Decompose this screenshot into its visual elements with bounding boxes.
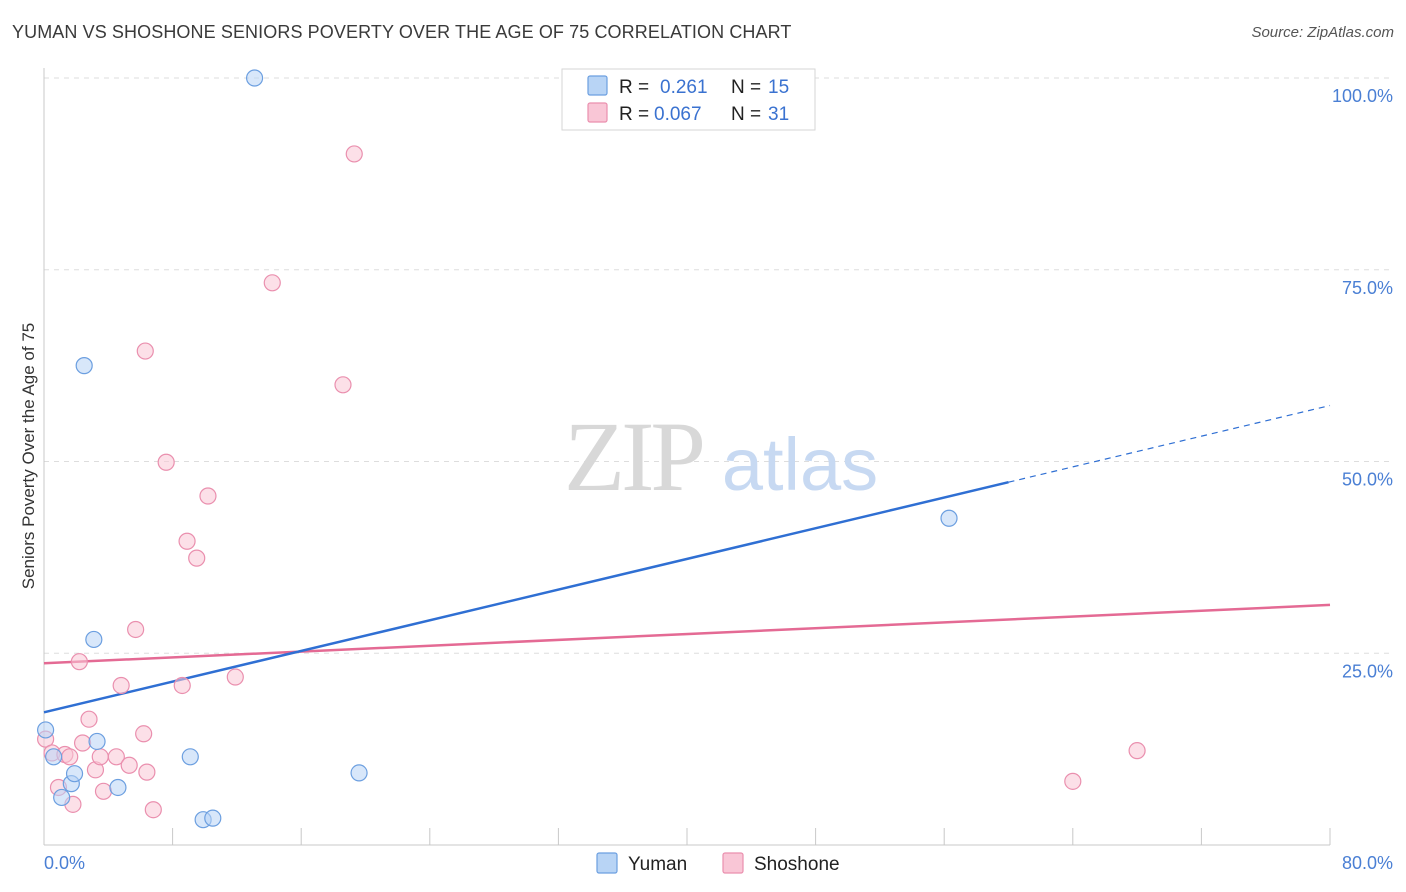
- shoshone-point: [1064, 772, 1082, 790]
- source-credit: Source: ZipAtlas.com: [1251, 24, 1394, 41]
- bottom-legend-label-shoshone: Shoshone: [754, 854, 840, 875]
- grid-lines: [44, 77, 1393, 654]
- shoshone-point: [144, 801, 162, 819]
- yuman-trendline-extension: [1008, 404, 1331, 483]
- yuman-point: [245, 69, 264, 87]
- shoshone-point: [334, 376, 352, 394]
- yuman-point: [53, 788, 71, 807]
- y-tick-label-25: 25.0%: [1342, 661, 1393, 681]
- yuman-trendline: [43, 480, 1009, 714]
- shoshone-point: [135, 725, 153, 743]
- shoshone-point: [70, 653, 88, 671]
- yuman-points: [37, 69, 958, 829]
- shoshone-point: [112, 676, 130, 695]
- bottom-legend: Yuman Shoshone: [596, 852, 840, 875]
- bottom-legend-label-yuman: Yuman: [628, 854, 687, 875]
- watermark-atlas: atlas: [722, 423, 878, 506]
- yuman-point: [65, 765, 84, 783]
- yuman-point: [181, 748, 199, 766]
- shoshone-point: [226, 668, 244, 686]
- yuman-point: [940, 509, 958, 527]
- y-tick-labels: 25.0% 50.0% 75.0% 100.0%: [1332, 86, 1393, 681]
- y-tick-label-75: 75.0%: [1342, 278, 1393, 298]
- y-axis-label: Seniors Poverty Over the Age of 75: [19, 323, 38, 589]
- yuman-point: [75, 357, 93, 375]
- legend-swatch-shoshone: [587, 102, 608, 123]
- shoshone-point: [94, 782, 113, 800]
- trendlines: [43, 404, 1331, 714]
- legend-n-label-shoshone: N =: [731, 104, 761, 125]
- shoshone-point: [138, 763, 156, 781]
- yuman-point: [88, 732, 106, 751]
- shoshone-point: [61, 748, 79, 766]
- chart-title: YUMAN VS SHOSHONE SENIORS POVERTY OVER T…: [12, 22, 792, 42]
- yuman-point: [45, 748, 63, 766]
- watermark: ZIP atlas: [564, 401, 878, 512]
- y-tick-label-50: 50.0%: [1342, 470, 1393, 490]
- yuman-point: [37, 721, 55, 739]
- legend-n-value-shoshone: 31: [768, 104, 789, 125]
- shoshone-trendline: [43, 603, 1331, 665]
- bottom-legend-swatch-yuman: [596, 852, 618, 874]
- watermark-zip: ZIP: [564, 401, 702, 512]
- shoshone-point: [73, 734, 92, 752]
- yuman-point: [350, 764, 368, 782]
- legend-r-label-yuman: R =: [619, 77, 649, 98]
- shoshone-point: [263, 274, 281, 292]
- legend-swatch-yuman: [587, 75, 608, 96]
- legend-n-value-yuman: 15: [768, 77, 789, 98]
- shoshone-point: [345, 145, 363, 163]
- yuman-point: [109, 778, 127, 797]
- legend-r-label-shoshone: R =: [619, 104, 649, 125]
- shoshone-point: [199, 487, 217, 505]
- shoshone-point: [136, 342, 154, 360]
- yuman-point: [85, 630, 103, 649]
- shoshone-point: [178, 532, 196, 550]
- legend-r-value-yuman: 0.261: [660, 77, 708, 98]
- shoshone-point: [80, 710, 98, 728]
- x-tick-label-max: 80.0%: [1342, 853, 1393, 873]
- shoshone-point: [173, 676, 191, 695]
- shoshone-point: [120, 756, 138, 774]
- shoshone-point: [107, 748, 125, 766]
- shoshone-point: [157, 453, 175, 471]
- shoshone-point: [1128, 742, 1146, 760]
- x-tick-label-min: 0.0%: [44, 853, 85, 873]
- axes: [43, 68, 1331, 846]
- yuman-point: [204, 809, 222, 827]
- shoshone-point: [91, 748, 109, 766]
- bottom-legend-swatch-shoshone: [722, 852, 744, 874]
- legend: R = 0.261 N = 15 R = 0.067 N = 31: [561, 68, 816, 131]
- legend-r-value-shoshone: 0.067: [654, 104, 702, 125]
- shoshone-point: [188, 549, 206, 567]
- shoshone-point: [127, 620, 145, 639]
- y-tick-label-100: 100.0%: [1332, 86, 1393, 106]
- legend-n-label-yuman: N =: [731, 77, 761, 98]
